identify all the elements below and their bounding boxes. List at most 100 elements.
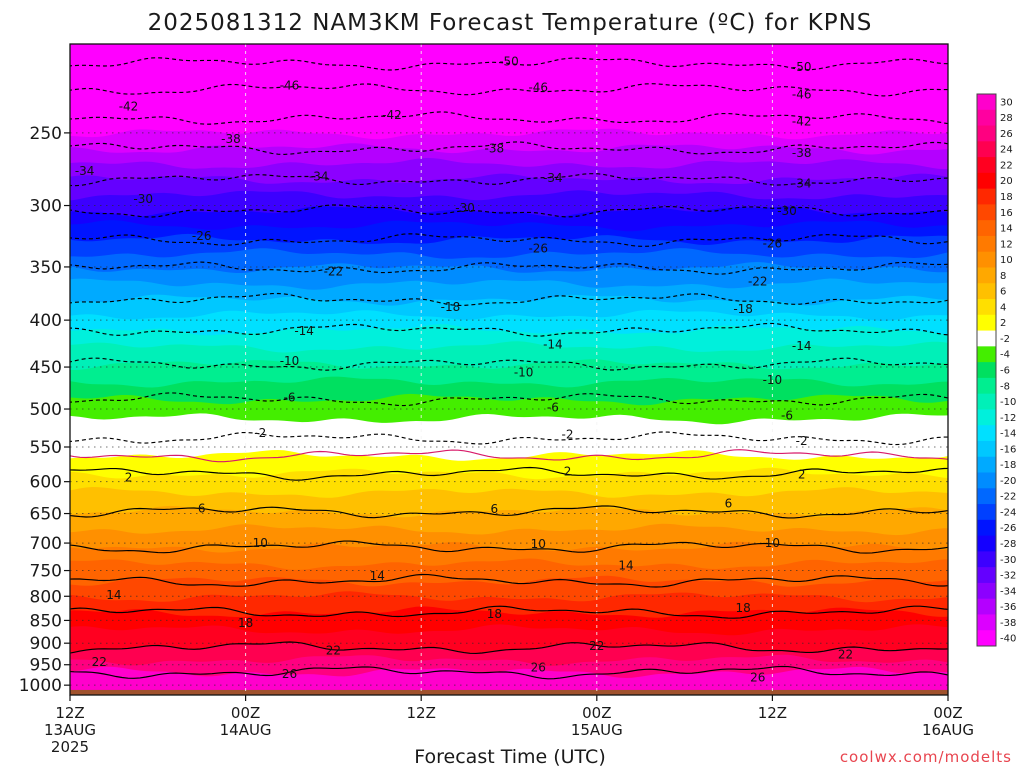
colorbar-swatch bbox=[977, 157, 996, 174]
colorbar-label: 14 bbox=[1000, 224, 1013, 235]
contour-label: -42 bbox=[119, 100, 139, 114]
colorbar-label: -28 bbox=[1000, 539, 1016, 550]
colorbar-swatch bbox=[977, 425, 996, 442]
contour-label: 2 bbox=[798, 467, 806, 481]
contour-label: 18 bbox=[735, 601, 750, 615]
colorbar-swatch bbox=[977, 393, 996, 410]
colorbar-swatch bbox=[977, 614, 996, 631]
x-tick-label: 12Z bbox=[55, 704, 84, 722]
colorbar-label: 8 bbox=[1000, 271, 1006, 282]
colorbar-label: 2 bbox=[1000, 318, 1006, 329]
contour-label: -46 bbox=[280, 79, 300, 93]
contour-label: -34 bbox=[75, 164, 95, 178]
colorbar-label: -20 bbox=[1000, 476, 1016, 487]
colorbar-label: -34 bbox=[1000, 586, 1016, 597]
colorbar-label: -8 bbox=[1000, 381, 1010, 392]
colorbar-swatch bbox=[977, 535, 996, 552]
contour-label: 26 bbox=[282, 667, 297, 681]
x-tick-label: 13AUG bbox=[44, 721, 96, 739]
contour-label: 14 bbox=[106, 588, 121, 602]
contour-label: 10 bbox=[253, 536, 268, 550]
colorbar-frame bbox=[976, 93, 997, 647]
contour-label: -10 bbox=[514, 365, 534, 379]
y-tick-label: 250 bbox=[30, 124, 62, 144]
colorbar-label: -18 bbox=[1000, 460, 1016, 471]
contour-label: 6 bbox=[725, 497, 733, 511]
ground-surface bbox=[70, 689, 948, 695]
contour-label: 18 bbox=[487, 607, 502, 621]
contour-label: 14 bbox=[618, 559, 633, 573]
colorbar-swatch bbox=[977, 409, 996, 426]
colorbar-swatch bbox=[977, 109, 996, 127]
y-tick-label: 550 bbox=[30, 438, 62, 458]
x-axis-label: Forecast Time (UTC) bbox=[414, 746, 605, 768]
contour-label: 10 bbox=[531, 537, 546, 551]
y-tick-label: 500 bbox=[30, 400, 62, 420]
colorbar-label: -10 bbox=[1000, 397, 1016, 408]
colorbar-swatch bbox=[977, 251, 996, 268]
isotherm-line bbox=[70, 83, 948, 97]
pressure-axis: 250 300 350 400 450 500 550 600 650 700 750 800 850 9… bbox=[19, 124, 70, 696]
colorbar-swatch bbox=[977, 204, 996, 221]
colorbar-swatch bbox=[977, 472, 996, 489]
y-tick-label: 900 bbox=[30, 634, 62, 654]
contour-label: -30 bbox=[777, 204, 797, 218]
isotherm-line bbox=[70, 57, 948, 71]
colorbar-label: 26 bbox=[1000, 129, 1013, 140]
isotherm-line bbox=[70, 292, 948, 306]
contour-label: 2 bbox=[564, 465, 572, 479]
contour-label: -42 bbox=[382, 108, 402, 122]
colorbar-swatch bbox=[977, 567, 996, 584]
colorbar-swatch bbox=[977, 630, 996, 647]
isotherm-line bbox=[70, 466, 948, 481]
isotherm-line bbox=[70, 449, 948, 463]
colorbar-swatch bbox=[977, 188, 996, 205]
colorbar-swatch bbox=[977, 582, 996, 600]
colorbar-swatch bbox=[977, 440, 996, 458]
contour-label: -46 bbox=[792, 87, 812, 101]
credit-link[interactable]: coolwx.com/modelts bbox=[840, 748, 1012, 766]
colorbar-label: 18 bbox=[1000, 192, 1013, 203]
colorbar-label: -12 bbox=[1000, 413, 1016, 424]
x-tick-label: 12Z bbox=[407, 704, 436, 722]
y-tick-label: 300 bbox=[30, 197, 62, 217]
colorbar-swatch bbox=[977, 94, 996, 111]
isotherm-line bbox=[70, 665, 948, 680]
contour-label: -42 bbox=[792, 115, 812, 129]
colorbar-swatch bbox=[977, 125, 996, 142]
colorbar-swatch bbox=[977, 330, 996, 347]
contour-label: 2 bbox=[125, 471, 133, 485]
contour-label: -22 bbox=[748, 274, 768, 288]
y-tick-label: 400 bbox=[30, 311, 62, 331]
isotherm-line bbox=[70, 573, 948, 588]
colorbar-swatch bbox=[977, 220, 996, 237]
colorbar-label: 12 bbox=[1000, 239, 1013, 250]
x-tick-label: 15AUG bbox=[571, 721, 623, 739]
contour-label: -14 bbox=[792, 339, 812, 353]
colorbar-label: -38 bbox=[1000, 618, 1016, 629]
colorbar-swatch bbox=[977, 456, 996, 474]
colorbar-swatch bbox=[977, 141, 996, 158]
x-tick-label: 14AUG bbox=[220, 721, 272, 739]
contour-label: -34 bbox=[792, 177, 812, 191]
contour-label: 22 bbox=[92, 655, 107, 669]
contour-label: 22 bbox=[326, 644, 341, 658]
contour-label: 26 bbox=[750, 671, 765, 685]
colorbar-label: 4 bbox=[1000, 302, 1006, 313]
isotherm-line bbox=[70, 605, 948, 619]
colorbar-label: 30 bbox=[1000, 97, 1013, 108]
contour-label: 22 bbox=[838, 648, 853, 662]
contour-label: 22 bbox=[589, 639, 604, 653]
contour-label: -34 bbox=[309, 170, 329, 184]
colorbar: 30 28 26 24 22 20 18 16 14 12 10 8 6 4 2 -2 -4 -6 -8 -10 -12… bbox=[976, 93, 1016, 647]
colorbar-swatch bbox=[977, 283, 996, 300]
colorbar-label: -32 bbox=[1000, 571, 1016, 582]
x-tick-label: 12Z bbox=[758, 704, 787, 722]
x-tick-label: 00Z bbox=[933, 704, 962, 722]
isotherm-line bbox=[70, 204, 948, 218]
colorbar-swatch bbox=[977, 362, 996, 379]
colorbar-swatch bbox=[977, 519, 996, 537]
isotherm-line bbox=[70, 505, 948, 519]
y-tick-label: 1000 bbox=[19, 676, 62, 696]
